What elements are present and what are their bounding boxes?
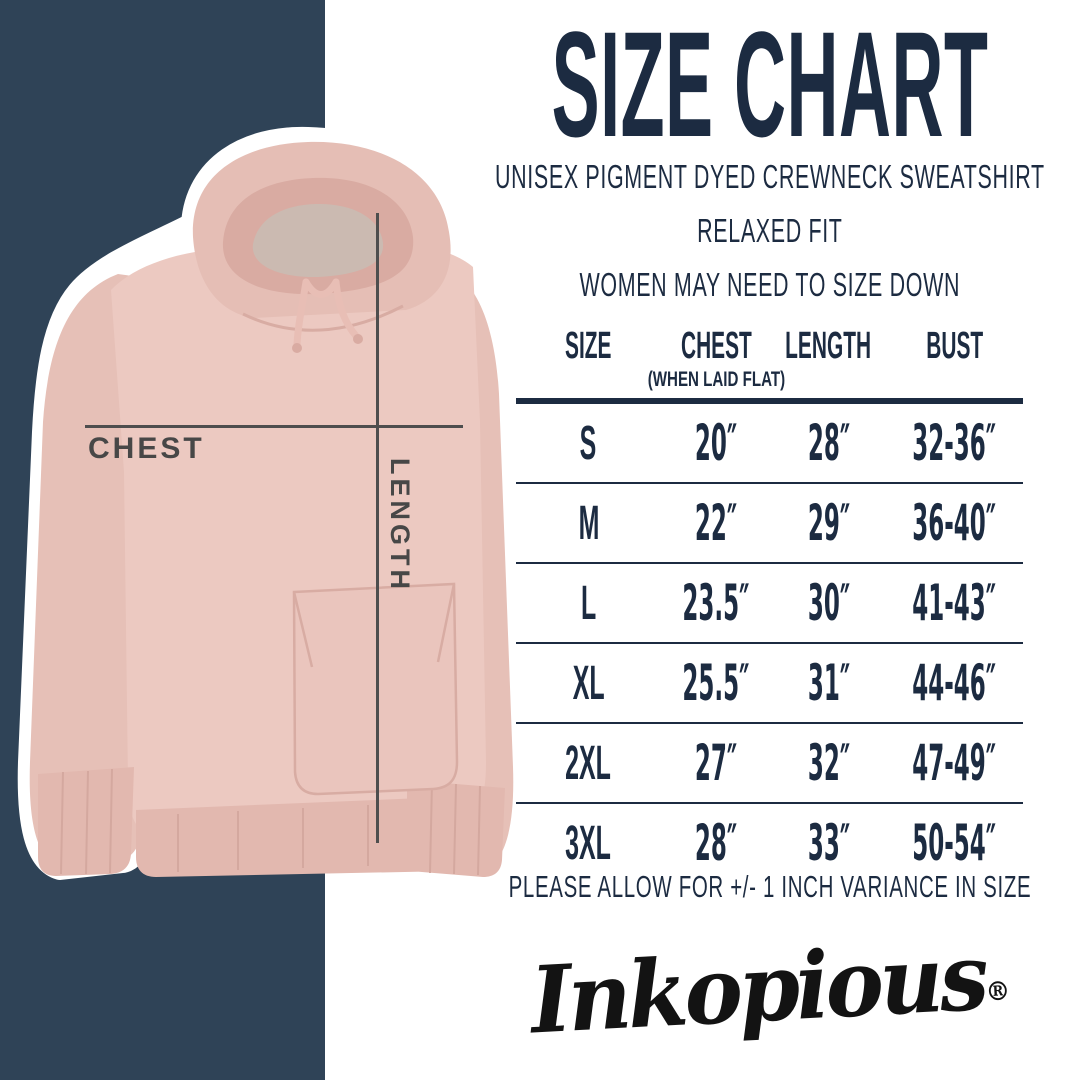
- size-cell: 3XL: [565, 816, 612, 870]
- table-row: 2XL 27″ 32″ 47-49″: [516, 724, 1023, 804]
- chest-cell: 20″: [694, 414, 738, 472]
- size-table: SIZE CHEST LENGTH BUST (WHEN LAID FLAT) …: [516, 322, 1023, 882]
- size-cell: M: [578, 496, 599, 550]
- length-cell: 32″: [807, 734, 850, 792]
- subtitle-product: UNISEX PIGMENT DYED CREWNECK SWEATSHIRT: [495, 158, 1045, 195]
- length-measure-line: [376, 213, 379, 843]
- size-cell: XL: [572, 656, 605, 710]
- registered-trademark-icon: ®: [984, 975, 1011, 1008]
- subtitle-fit: RELAXED FIT: [697, 212, 843, 249]
- table-subheader-row: (WHEN LAID FLAT): [516, 368, 1023, 396]
- header-bust: BUST: [926, 325, 983, 367]
- bust-cell: 50-54″: [912, 814, 997, 872]
- chest-cell: 27″: [694, 734, 738, 792]
- chest-measure-label: CHEST: [88, 432, 205, 465]
- bust-cell: 36-40″: [912, 494, 997, 552]
- header-length: LENGTH: [785, 325, 872, 367]
- bust-cell: 41-43″: [912, 574, 997, 632]
- table-header-row: SIZE CHEST LENGTH BUST: [516, 322, 1023, 368]
- table-row: S 20″ 28″ 32-36″: [516, 404, 1023, 484]
- table-row: 3XL 28″ 33″ 50-54″: [516, 804, 1023, 882]
- hoodie-pocket: [292, 582, 459, 796]
- hoodie-photo: [17, 126, 528, 883]
- bust-cell: 44-46″: [912, 654, 997, 712]
- hood-drawstrings: [293, 278, 360, 348]
- subtitle-sizing-advice: WOMEN MAY NEED TO SIZE DOWN: [579, 266, 961, 303]
- hood-lining: [252, 203, 384, 278]
- brand-name: Inkopious: [527, 922, 988, 1054]
- header-chest: CHEST: [680, 325, 752, 367]
- pocket-opening-seams: [292, 583, 456, 668]
- chest-note: (WHEN LAID FLAT): [647, 368, 785, 391]
- table-row: M 22″ 29″ 36-40″: [516, 484, 1023, 564]
- length-cell: 29″: [807, 494, 850, 552]
- neck-seam: [242, 304, 404, 332]
- chest-cell: 23.5″: [682, 574, 750, 632]
- bust-cell: 32-36″: [912, 414, 997, 472]
- length-cell: 28″: [807, 414, 850, 472]
- bust-cell: 47-49″: [912, 734, 997, 792]
- size-cell: S: [580, 416, 597, 470]
- chest-measure-line: [85, 425, 463, 428]
- chest-cell: 22″: [694, 494, 738, 552]
- drawstring-aglet: [292, 343, 302, 353]
- chest-cell: 25.5″: [682, 654, 750, 712]
- size-cell: L: [580, 576, 597, 630]
- length-cell: 31″: [807, 654, 850, 712]
- drawstring-aglet: [353, 334, 363, 344]
- table-row: L 23.5″ 30″ 41-43″: [516, 564, 1023, 644]
- brand-logo: Inkopious®: [505, 922, 1035, 1054]
- chest-cell: 28″: [694, 814, 738, 872]
- page-title: SIZE CHART: [551, 0, 989, 168]
- variance-note: PLEASE ALLOW FOR +/- 1 INCH VARIANCE IN …: [508, 869, 1032, 904]
- header-rule: [516, 398, 1023, 404]
- size-chart-panel: SIZE CHART UNISEX PIGMENT DYED CREWNECK …: [495, 0, 1045, 1080]
- header-size: SIZE: [565, 325, 612, 367]
- size-cell: 2XL: [565, 736, 612, 790]
- length-cell: 33″: [807, 814, 850, 872]
- length-measure-label: LENGTH: [385, 458, 415, 593]
- cuff-ribbing: [60, 768, 481, 876]
- table-row: XL 25.5″ 31″ 44-46″: [516, 644, 1023, 724]
- length-cell: 30″: [807, 574, 850, 632]
